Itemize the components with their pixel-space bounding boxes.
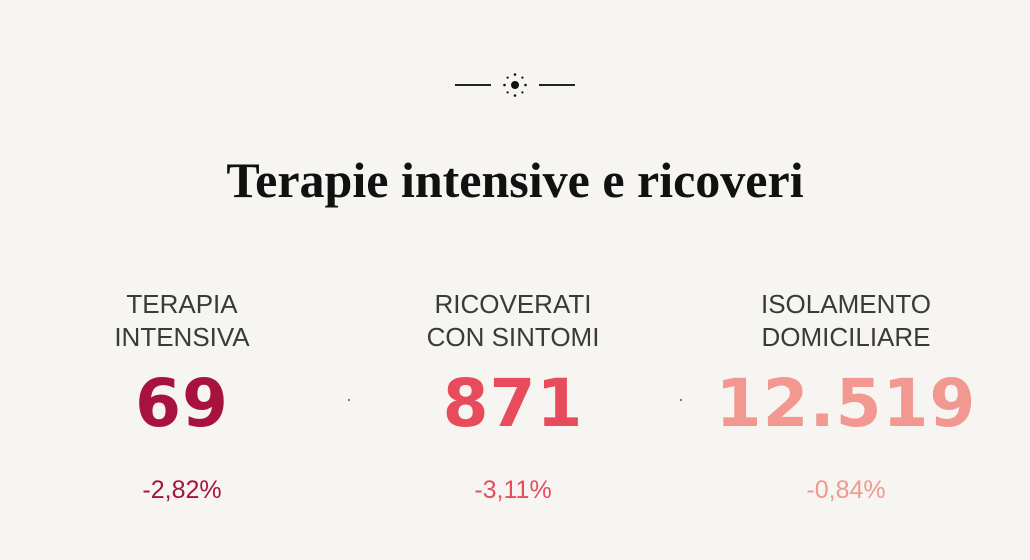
stat-label-line: DOMICILIARE — [761, 322, 931, 352]
stat-change: -2,82% — [142, 476, 222, 504]
stat-value: 12.519 — [715, 365, 977, 442]
stat-label-line: INTENSIVA — [114, 322, 250, 352]
stat-change: -3,11% — [474, 476, 552, 504]
stat-label-line: TERAPIA — [126, 289, 238, 319]
stat-label: TERAPIA INTENSIVA — [32, 288, 332, 354]
stat-terapia-intensiva: TERAPIA INTENSIVA 69 -2,82% — [32, 288, 332, 505]
stat-label-line: RICOVERATI — [434, 289, 592, 319]
divider-line-right — [539, 84, 575, 86]
divider-line-left — [455, 84, 491, 86]
stat-label-line: ISOLAMENTO — [760, 289, 931, 319]
stat-value: 871 — [442, 365, 584, 442]
section-divider — [0, 68, 1030, 102]
sun-icon — [503, 73, 527, 97]
stat-ricoverati-con-sintomi: RICOVERATI CON SINTOMI 871 -3,11% — [363, 288, 663, 505]
stat-value: 69 — [135, 365, 229, 442]
stat-label: ISOLAMENTO DOMICILIARE — [696, 288, 996, 354]
stat-label-line: CON SINTOMI — [426, 322, 600, 352]
section-title: Terapie intensive e ricoveri — [226, 152, 804, 208]
separator-dot — [680, 399, 682, 401]
stat-change: -0,84% — [806, 476, 886, 504]
stat-isolamento-domiciliare: ISOLAMENTO DOMICILIARE 12.519 -0,84% — [696, 288, 996, 505]
stat-label: RICOVERATI CON SINTOMI — [363, 288, 663, 354]
separator-dot — [348, 399, 350, 401]
